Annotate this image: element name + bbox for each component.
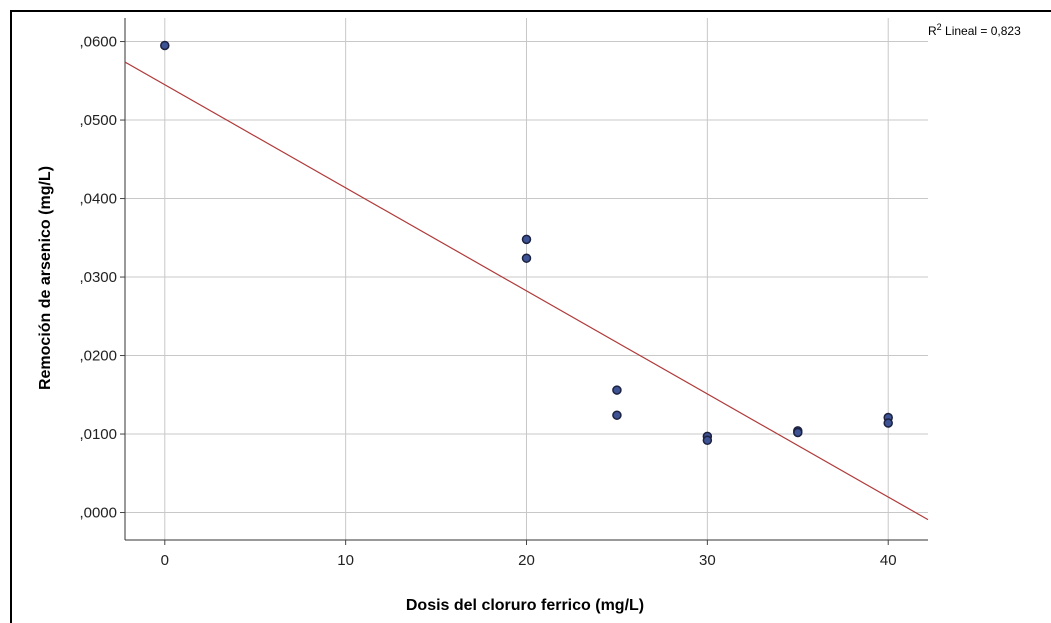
- data-point: [884, 419, 892, 427]
- r2-prefix: R: [928, 24, 937, 38]
- y-tick-label: ,0300: [79, 269, 117, 286]
- data-point: [523, 254, 531, 262]
- r2-annotation: R2 Lineal = 0,823: [928, 22, 1021, 38]
- y-ticks: ,0000 ,0100 ,0200 ,0300 ,0400 ,0500 ,0600: [79, 34, 125, 522]
- grid: [125, 18, 928, 540]
- x-axis-title: Dosis del cloruro ferrico (mg/L): [406, 597, 644, 614]
- data-point: [794, 428, 802, 436]
- y-tick-label: ,0600: [79, 34, 117, 51]
- x-tick-label: 20: [518, 552, 535, 569]
- x-tick-label: 40: [880, 552, 897, 569]
- x-tick-label: 10: [337, 552, 354, 569]
- data-point: [703, 436, 711, 444]
- data-point: [161, 41, 169, 49]
- x-tick-label: 0: [161, 552, 169, 569]
- data-point: [613, 386, 621, 394]
- y-axis-title: Remoción de arsenico (mg/L): [37, 166, 54, 390]
- y-tick-label: ,0000: [79, 505, 117, 522]
- y-tick-label: ,0500: [79, 112, 117, 129]
- data-point: [523, 235, 531, 243]
- y-tick-label: ,0100: [79, 426, 117, 443]
- y-tick-label: ,0400: [79, 191, 117, 208]
- x-tick-label: 30: [699, 552, 716, 569]
- r2-label: Lineal = 0,823: [942, 24, 1021, 38]
- x-ticks: 0 10 20 30 40: [161, 540, 897, 569]
- y-tick-label: ,0200: [79, 348, 117, 365]
- data-point: [613, 411, 621, 419]
